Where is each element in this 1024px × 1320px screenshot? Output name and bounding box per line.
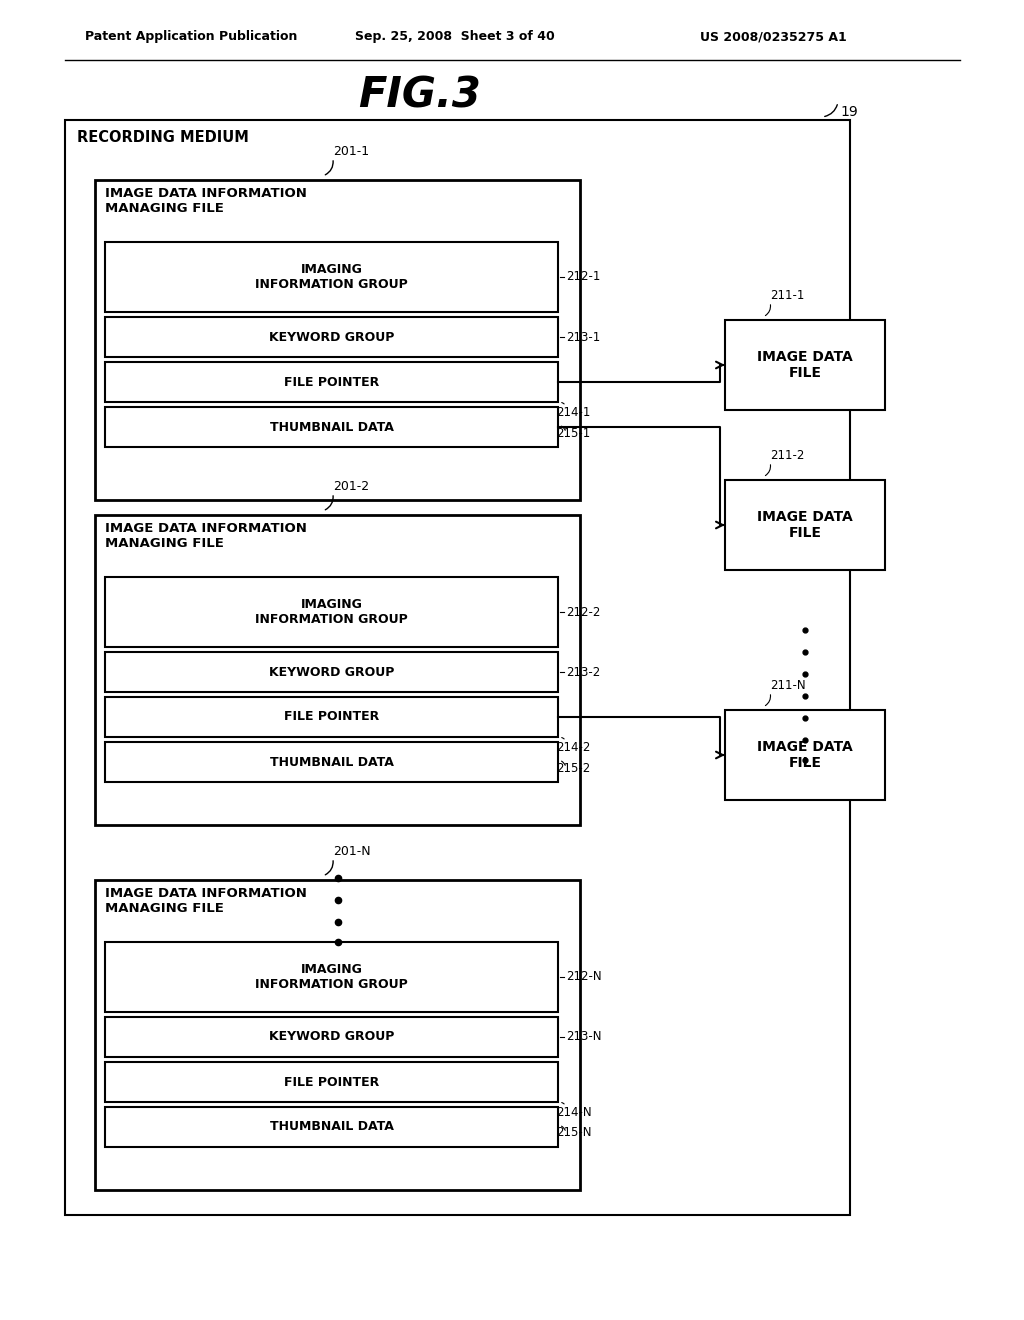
Text: THUMBNAIL DATA: THUMBNAIL DATA (269, 421, 393, 433)
Text: Sep. 25, 2008  Sheet 3 of 40: Sep. 25, 2008 Sheet 3 of 40 (355, 30, 555, 44)
Text: KEYWORD GROUP: KEYWORD GROUP (269, 1031, 394, 1044)
Bar (105, 652, 558, 692)
Text: FIG.3: FIG.3 (358, 75, 481, 117)
Text: 211-N: 211-N (770, 678, 806, 692)
Text: KEYWORD GROUP: KEYWORD GROUP (269, 330, 394, 343)
Bar (105, 407, 558, 447)
Bar (95, 880, 580, 1191)
Bar (105, 1107, 558, 1147)
Bar (105, 362, 558, 403)
Bar (95, 180, 580, 500)
Text: 212-1: 212-1 (566, 271, 600, 284)
Text: RECORDING MEDIUM: RECORDING MEDIUM (77, 129, 249, 145)
Text: US 2008/0235275 A1: US 2008/0235275 A1 (700, 30, 847, 44)
Bar (105, 317, 558, 356)
Text: 201-N: 201-N (333, 845, 371, 858)
Text: IMAGING
INFORMATION GROUP: IMAGING INFORMATION GROUP (255, 263, 408, 290)
Bar (105, 942, 558, 1012)
Text: 211-1: 211-1 (770, 289, 805, 302)
Text: FILE POINTER: FILE POINTER (284, 1076, 379, 1089)
Text: 19: 19 (840, 106, 858, 119)
Text: 214-2: 214-2 (556, 741, 591, 754)
Text: IMAGE DATA INFORMATION
MANAGING FILE: IMAGE DATA INFORMATION MANAGING FILE (105, 887, 307, 915)
Bar (105, 697, 558, 737)
Bar (105, 242, 558, 312)
Text: IMAGING
INFORMATION GROUP: IMAGING INFORMATION GROUP (255, 598, 408, 626)
Bar (105, 1063, 558, 1102)
Text: FILE POINTER: FILE POINTER (284, 710, 379, 723)
Bar (105, 1016, 558, 1057)
Bar (65, 120, 850, 1214)
Text: THUMBNAIL DATA: THUMBNAIL DATA (269, 755, 393, 768)
Text: 215-1: 215-1 (556, 426, 590, 440)
Text: 213-2: 213-2 (566, 665, 600, 678)
Text: 215-N: 215-N (556, 1126, 592, 1139)
Text: IMAGE DATA INFORMATION
MANAGING FILE: IMAGE DATA INFORMATION MANAGING FILE (105, 187, 307, 215)
Text: 214-1: 214-1 (556, 407, 591, 418)
Text: Patent Application Publication: Patent Application Publication (85, 30, 297, 44)
Text: IMAGE DATA
FILE: IMAGE DATA FILE (757, 510, 853, 540)
Bar (725, 710, 885, 800)
Text: 214-N: 214-N (556, 1106, 592, 1119)
Text: IMAGE DATA INFORMATION
MANAGING FILE: IMAGE DATA INFORMATION MANAGING FILE (105, 521, 307, 550)
Text: 213-1: 213-1 (566, 330, 600, 343)
Text: 212-N: 212-N (566, 970, 602, 983)
Bar (105, 742, 558, 781)
Bar (725, 480, 885, 570)
Text: FILE POINTER: FILE POINTER (284, 375, 379, 388)
Text: KEYWORD GROUP: KEYWORD GROUP (269, 665, 394, 678)
Text: IMAGE DATA
FILE: IMAGE DATA FILE (757, 741, 853, 770)
Text: 212-2: 212-2 (566, 606, 600, 619)
Text: 213-N: 213-N (566, 1031, 601, 1044)
Bar (95, 515, 580, 825)
Bar (105, 577, 558, 647)
Bar (725, 319, 885, 411)
Text: 215-2: 215-2 (556, 762, 590, 775)
Text: 201-2: 201-2 (333, 480, 369, 492)
Text: IMAGING
INFORMATION GROUP: IMAGING INFORMATION GROUP (255, 964, 408, 991)
Text: 211-2: 211-2 (770, 449, 805, 462)
Text: IMAGE DATA
FILE: IMAGE DATA FILE (757, 350, 853, 380)
Text: 201-1: 201-1 (333, 145, 369, 158)
Text: THUMBNAIL DATA: THUMBNAIL DATA (269, 1121, 393, 1134)
